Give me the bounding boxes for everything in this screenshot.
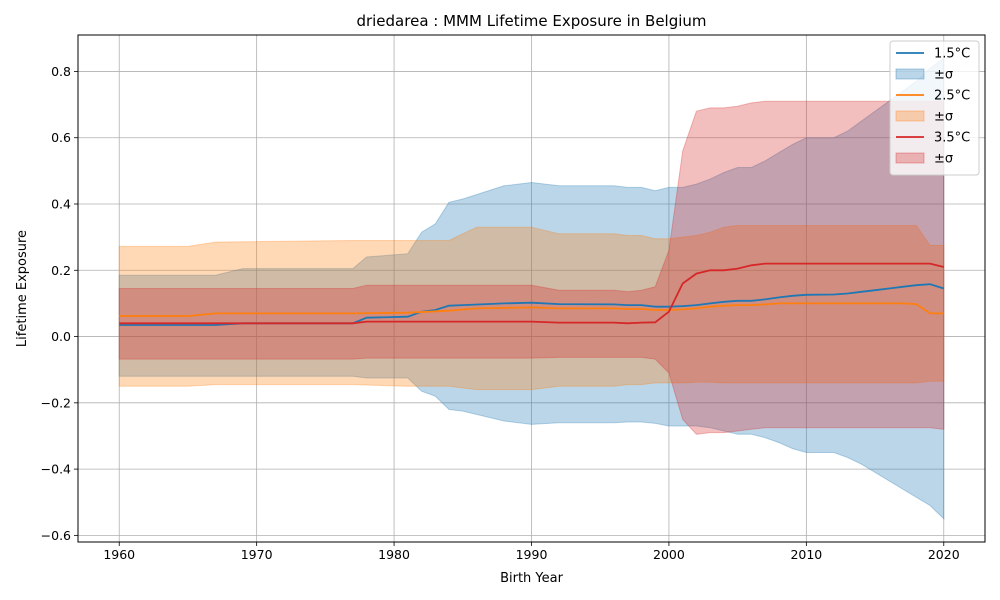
- x-tick-label: 1970: [241, 547, 273, 562]
- legend-label: 2.5°C: [934, 89, 970, 104]
- legend-label: 3.5°C: [934, 131, 970, 146]
- legend-band-swatch: [895, 110, 925, 122]
- y-axis-ticks: −0.6 −0.4 −0.2 0.0 0.2 0.4 0.6 0.8: [41, 64, 78, 543]
- band-1: [118, 57, 945, 520]
- y-tick-label: 0.6: [51, 130, 71, 145]
- x-tick-label: 1960: [103, 547, 135, 562]
- x-tick-label: 2020: [928, 547, 960, 562]
- x-tick-label: 2000: [653, 547, 685, 562]
- legend-label: ±σ: [934, 152, 953, 167]
- x-tick-label: 2010: [790, 547, 822, 562]
- y-tick-label: 0.0: [51, 329, 71, 344]
- y-tick-label: −0.4: [41, 462, 71, 477]
- y-tick-label: −0.2: [41, 395, 71, 410]
- chart-title: driedarea : MMM Lifetime Exposure in Bel…: [356, 12, 706, 30]
- band-3: [118, 100, 945, 435]
- x-axis-label: Birth Year: [500, 571, 564, 586]
- legend-band-swatch: [895, 68, 925, 80]
- legend: 1.5°C ±σ 2.5°C ±σ 3.5°C ±σ: [889, 40, 980, 176]
- series-line-3: [119, 262, 945, 325]
- legend-label: ±σ: [934, 68, 953, 83]
- y-tick-label: 0.8: [51, 64, 71, 79]
- legend-box: [889, 40, 980, 176]
- legend-label: ±σ: [934, 110, 953, 125]
- x-tick-label: 1990: [516, 547, 548, 562]
- mean-lines: [119, 262, 945, 326]
- x-tick-label: 1980: [378, 547, 410, 562]
- y-tick-label: −0.6: [41, 528, 71, 543]
- legend-band-swatch: [895, 152, 925, 164]
- y-tick-label: 0.4: [51, 197, 71, 212]
- legend-label: 1.5°C: [934, 47, 970, 62]
- x-axis-ticks: 1960 1970 1980 1990 2000 2010 2020: [103, 542, 960, 562]
- grid: [78, 35, 985, 542]
- series-line-2: [119, 302, 944, 317]
- y-tick-label: 0.2: [51, 263, 71, 278]
- y-axis-label: Lifetime Exposure: [15, 230, 30, 347]
